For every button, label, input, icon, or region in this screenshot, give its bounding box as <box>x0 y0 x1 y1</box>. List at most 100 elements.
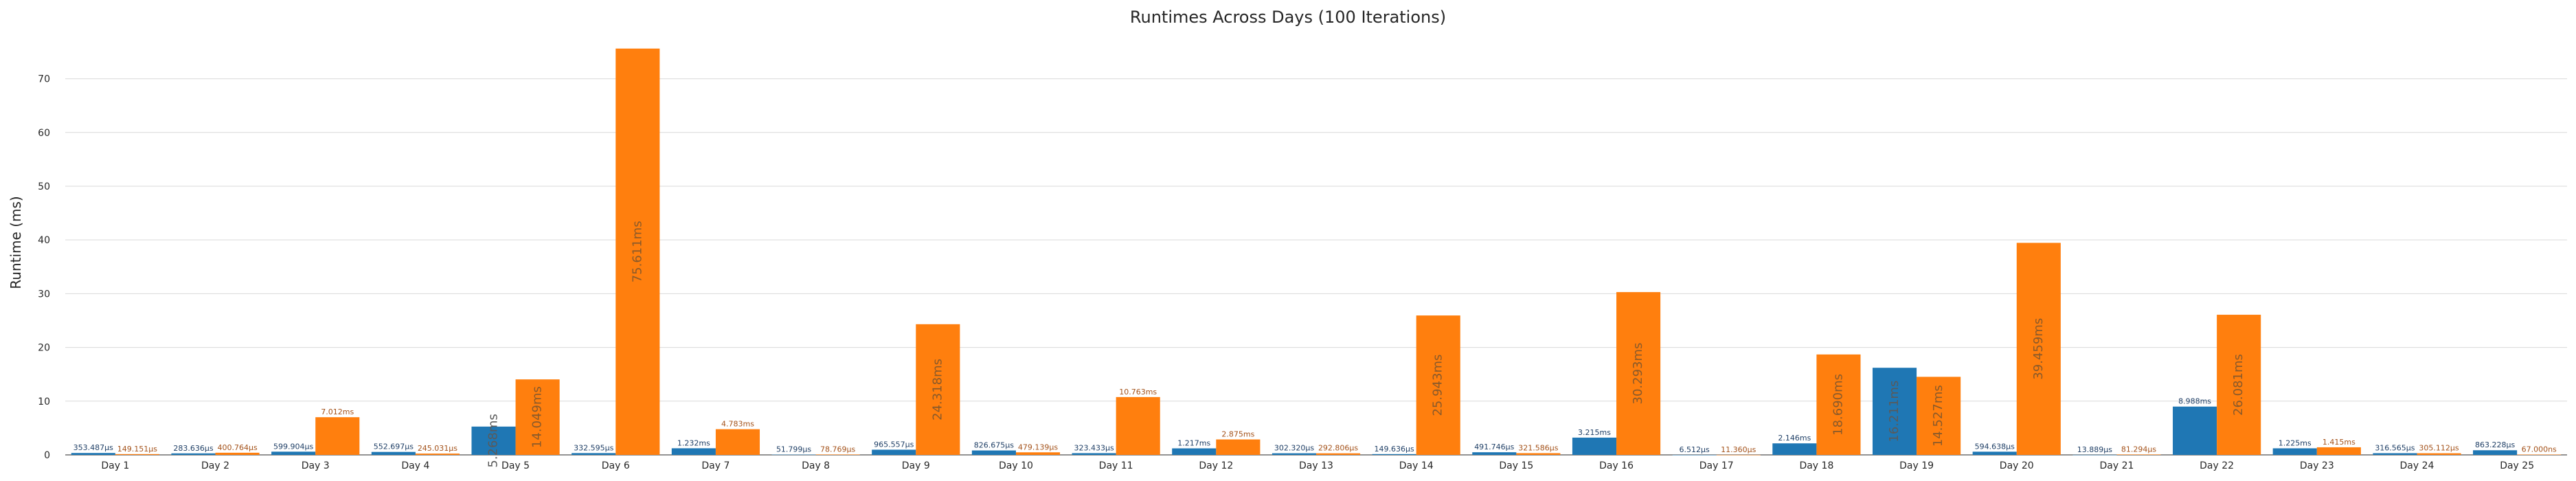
bar-label-series-2: 18.690ms <box>1831 374 1845 436</box>
x-tick-label: Day 5 <box>501 460 530 471</box>
bar-series-2 <box>715 429 760 455</box>
bar-label-series-1: 6.512µs <box>1680 445 1710 454</box>
bar-label-series-2: 14.049ms <box>530 386 545 448</box>
bar-series-1 <box>2373 453 2417 455</box>
y-axis-label: Runtime (ms) <box>8 196 24 289</box>
x-tick-label: Day 19 <box>1899 460 1934 471</box>
bar-label-series-2: 292.806µs <box>1318 444 1358 453</box>
bar-series-2 <box>1816 354 1861 455</box>
bar-label-series-1: 1.225ms <box>2279 438 2312 447</box>
bar-series-2 <box>1015 452 1061 455</box>
y-tick-label: 60 <box>38 128 50 139</box>
bar-series-1 <box>2473 450 2518 455</box>
bar-series-1 <box>171 453 216 455</box>
bar-label-series-1: 863.228µs <box>2475 440 2515 449</box>
bar-label-series-1: 2.146ms <box>1778 434 1811 443</box>
x-tick-label: Day 15 <box>1499 460 1533 471</box>
y-tick-label: 70 <box>38 74 50 85</box>
x-tick-label: Day 24 <box>2400 460 2434 471</box>
bar-label-series-2: 26.081ms <box>2231 354 2246 416</box>
bar-label-series-1: 16.211ms <box>1887 381 1901 443</box>
bar-label-series-2: 24.318ms <box>930 359 945 421</box>
bar-label-series-1: 552.697µs <box>374 443 414 451</box>
x-tick-label: Day 18 <box>1799 460 1833 471</box>
bar-label-series-2: 321.586µs <box>1518 443 1558 452</box>
bar-label-series-1: 8.988ms <box>2178 397 2211 406</box>
bar-label-series-2: 400.764µs <box>217 443 257 452</box>
bar-label-series-2: 2.875ms <box>1221 430 1254 439</box>
bar-label-series-2: 78.769µs <box>820 445 855 454</box>
x-tick-label: Day 1 <box>101 460 129 471</box>
bar-series-2 <box>1716 454 1761 456</box>
bar-label-series-2: 7.012ms <box>321 407 354 416</box>
bar-label-series-2: 10.763ms <box>1119 388 1157 396</box>
bar-label-series-2: 479.139µs <box>1018 443 1058 451</box>
bar-series-2 <box>1316 453 1361 455</box>
bar-series-1 <box>2272 448 2317 455</box>
x-tick-label: Day 3 <box>302 460 330 471</box>
y-tick-labels: 0 10 20 30 40 50 60 70 <box>38 74 50 461</box>
bar-series-2 <box>916 324 960 455</box>
bar-series-2 <box>415 454 460 455</box>
x-tick-label: Day 22 <box>2200 460 2234 471</box>
x-tick-label: Day 7 <box>701 460 730 471</box>
bar-label-series-2: 1.415ms <box>2323 438 2355 447</box>
y-tick-label: 50 <box>38 181 50 192</box>
x-tick-label: Day 10 <box>999 460 1033 471</box>
x-tick-label: Day 12 <box>1199 460 1233 471</box>
x-tick-label: Day 25 <box>2500 460 2534 471</box>
x-tick-label: Day 20 <box>2000 460 2034 471</box>
bar-series-1 <box>471 426 516 455</box>
bar-label-series-2: 245.031µs <box>418 444 457 453</box>
bar-series-1 <box>1072 453 1116 455</box>
bar-series-1 <box>1372 454 1416 455</box>
bar-series-1 <box>572 453 616 455</box>
x-tick-label: Day 23 <box>2300 460 2334 471</box>
bar-label-series-1: 3.215ms <box>1578 428 1611 437</box>
bar-series-2 <box>2417 453 2461 455</box>
bar-series-1 <box>1172 448 1217 455</box>
x-tick-label: Day 16 <box>1599 460 1634 471</box>
x-tick-labels: Day 1 Day 2 Day 3 Day 4 Day 5 Day 6 Day 7 Day 8… <box>101 460 2534 471</box>
chart-title: Runtimes Across Days (100 Iterations) <box>1130 8 1446 27</box>
x-tick-label: Day 8 <box>802 460 830 471</box>
bar-label-series-1: 5.268ms <box>486 414 501 467</box>
bar-series-2 <box>2517 454 2562 455</box>
bar-series-1 <box>671 448 716 455</box>
bar-series-2 <box>115 454 159 455</box>
x-tick-label: Day 4 <box>401 460 429 471</box>
bar-series-1 <box>1872 368 1917 455</box>
bar-series-2 <box>2016 243 2061 455</box>
bar-series-1 <box>771 454 816 456</box>
bar-series-2 <box>515 379 560 455</box>
bar-label-series-1: 1.232ms <box>677 438 710 447</box>
x-tick-label: Day 14 <box>1399 460 1434 471</box>
bar-label-series-2: 75.611ms <box>630 221 644 282</box>
bar-series-1 <box>2072 454 2117 456</box>
x-tick-label: Day 17 <box>1699 460 1734 471</box>
bar-series-2 <box>1516 453 1561 455</box>
bar-label-series-1: 283.636µs <box>173 444 213 453</box>
bar-series-1 <box>271 451 316 455</box>
bar-series-2 <box>1216 439 1261 455</box>
x-tick-label: Day 2 <box>201 460 229 471</box>
bar-series-2 <box>1917 377 1961 455</box>
bar-label-series-2: 25.943ms <box>1431 355 1445 416</box>
bar-series-2 <box>2217 315 2261 455</box>
bar-label-series-2: 30.293ms <box>1631 343 1645 405</box>
bar-label-series-1: 599.904µs <box>273 442 313 451</box>
bar-series-2 <box>1616 292 1661 455</box>
x-tick-label: Day 11 <box>1099 460 1133 471</box>
bar-series-2 <box>2316 447 2361 455</box>
bar-label-series-1: 353.487µs <box>74 443 113 452</box>
bar-label-series-2: 14.527ms <box>1931 385 1945 447</box>
bar-label-series-1: 826.675µs <box>974 441 1014 450</box>
y-tick-label: 0 <box>44 450 50 461</box>
bar-series-2 <box>1116 396 1160 455</box>
bar-series-2 <box>2116 454 2161 455</box>
y-tick-label: 40 <box>38 235 50 246</box>
bar-label-series-2: 149.151µs <box>117 445 157 454</box>
bar-series-1 <box>1972 451 2017 455</box>
bar-label-series-2: 305.112µs <box>2419 444 2459 453</box>
bar-label-series-2: 39.459ms <box>2031 318 2046 380</box>
